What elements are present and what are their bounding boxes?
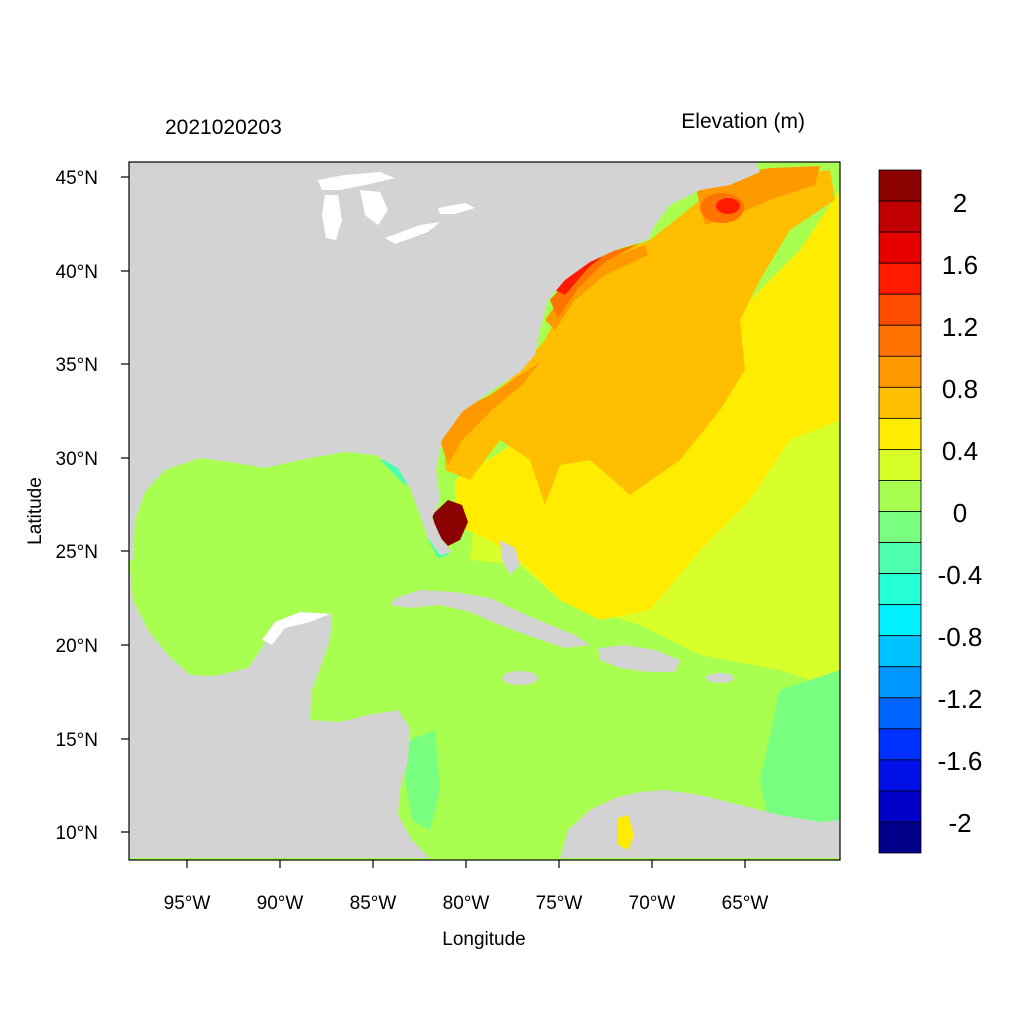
- lesser-antilles-shelf: [760, 670, 840, 830]
- y-tick-label: 30°N: [56, 449, 98, 470]
- y-tick-label: 40°N: [56, 262, 98, 283]
- colorbar-swatch: [878, 511, 922, 543]
- colorbar-swatch: [878, 169, 922, 202]
- x-axis-title: Longitude: [442, 929, 525, 950]
- colorbar-label: 1.6: [942, 250, 978, 280]
- colorbar-label: -0.4: [938, 560, 983, 590]
- bahamas-land: [500, 540, 520, 575]
- hispaniola-land: [598, 645, 680, 672]
- puerto-rico-land: [706, 673, 734, 683]
- colorbar-swatch: [878, 759, 922, 792]
- colorbar-swatch: [878, 666, 922, 699]
- map-frame: [128, 161, 841, 861]
- x-tick-label: 95°W: [164, 893, 211, 914]
- lake-michigan: [322, 195, 342, 240]
- y-tick-label: 25°N: [56, 542, 98, 563]
- x-tick-label: 75°W: [536, 893, 583, 914]
- colorbar-label: -1.2: [938, 684, 983, 714]
- colorbar-label: 0: [953, 498, 967, 528]
- lake-superior: [318, 172, 395, 190]
- florida-surge: [432, 500, 468, 546]
- y-tick-label: 15°N: [56, 730, 98, 751]
- nova-scotia-land: [680, 162, 760, 192]
- mexico-central-america-land: [129, 560, 430, 858]
- yucatan-coast: [262, 612, 330, 645]
- colorbar-label: -1.6: [938, 746, 983, 776]
- colorbar-swatch: [878, 355, 922, 388]
- north-america-land: [129, 162, 760, 560]
- x-tick-label: 80°W: [443, 893, 490, 914]
- colorbar-swatch: [878, 293, 922, 326]
- y-tick-label: 20°N: [56, 636, 98, 657]
- colorbar-swatch: [878, 604, 922, 637]
- map-area: [129, 162, 840, 860]
- colorbar-swatch: [878, 386, 922, 419]
- colorbar-swatch: [878, 573, 922, 606]
- x-tick-label: 85°W: [350, 893, 397, 914]
- colorbar-swatch: [878, 324, 922, 357]
- southeast-coast-level-0-8: [440, 362, 540, 465]
- jamaica-land: [502, 671, 538, 685]
- date-label: 2021020203: [165, 116, 282, 139]
- colorbar-label: 2: [953, 188, 967, 218]
- colorbar-swatch: [878, 790, 922, 823]
- colorbar-swatch: [878, 200, 922, 233]
- colorbar-swatch: [878, 262, 922, 295]
- y-tick-label: 45°N: [56, 168, 98, 189]
- lake-erie: [385, 222, 440, 244]
- colorbar-swatch: [878, 449, 922, 481]
- y-tick-label: 10°N: [56, 823, 98, 844]
- colorbar-swatch: [878, 417, 922, 450]
- colorbar-label: 0.8: [942, 374, 978, 404]
- colorbar-swatch: [878, 697, 922, 730]
- colorbar-label: -2: [948, 808, 971, 838]
- colorbar-swatch: [878, 480, 922, 512]
- colorbar-label: 0.4: [942, 436, 978, 466]
- colorbar-swatch: [878, 635, 922, 668]
- y-tick-label: 35°N: [56, 355, 98, 376]
- cuba-land: [390, 590, 590, 648]
- colorbar-swatch: [878, 821, 922, 854]
- variable-label: Elevation (m): [681, 110, 805, 133]
- y-ticks: [121, 176, 129, 833]
- x-tick-label: 90°W: [257, 893, 304, 914]
- lake-huron: [360, 190, 388, 225]
- x-ticks: [186, 860, 746, 868]
- lake-maracaibo: [618, 815, 634, 850]
- x-tick-label: 65°W: [722, 893, 769, 914]
- coast-level-0-8: [545, 245, 648, 330]
- colorbar-label: 1.2: [942, 312, 978, 342]
- colorbar: [878, 169, 922, 854]
- x-tick-label: 70°W: [629, 893, 676, 914]
- colorbar-swatch: [878, 231, 922, 264]
- lake-ontario: [438, 203, 475, 214]
- colorbar-swatch: [878, 542, 922, 574]
- gulf-of-maine-peak: [716, 198, 740, 214]
- coast-level-1-4: [555, 250, 610, 295]
- central-america-shelf: [405, 730, 440, 830]
- colorbar-labels: 2 1.6 1.2 0.8 0.4 0 -0.4 -0.8 -1.2 -1.6 …: [938, 188, 983, 838]
- y-axis-title: Latitude: [25, 477, 46, 545]
- colorbar-swatch: [878, 728, 922, 761]
- colorbar-label: -0.8: [938, 622, 983, 652]
- atlantic-level-0-6: [445, 170, 835, 505]
